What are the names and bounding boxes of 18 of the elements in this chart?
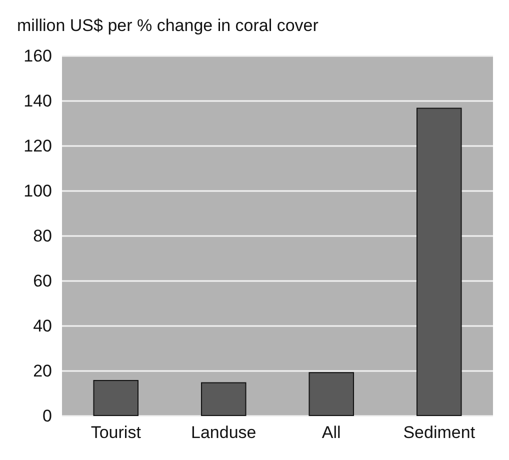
y-axis-title: million US$ per % change in coral cover — [17, 16, 319, 35]
bar — [416, 108, 462, 416]
y-tick-label: 120 — [24, 136, 52, 156]
bar — [201, 382, 246, 416]
x-tick-label: Sediment — [403, 423, 476, 442]
x-tick-label: Tourist — [90, 423, 142, 442]
y-tick-label: 0 — [42, 406, 52, 426]
bar — [308, 372, 354, 416]
bar — [93, 380, 139, 416]
y-tick-label: 20 — [33, 362, 52, 380]
y-tick-label: 60 — [33, 272, 52, 290]
y-tick-label: 80 — [33, 226, 52, 246]
x-tick-label: Landuse — [191, 423, 256, 442]
y-tick-label: 100 — [24, 182, 52, 200]
y-tick-label: 160 — [24, 46, 52, 66]
y-tick-label: 140 — [24, 92, 52, 110]
x-tick-label: All — [322, 423, 341, 442]
y-tick-label: 40 — [33, 316, 52, 336]
